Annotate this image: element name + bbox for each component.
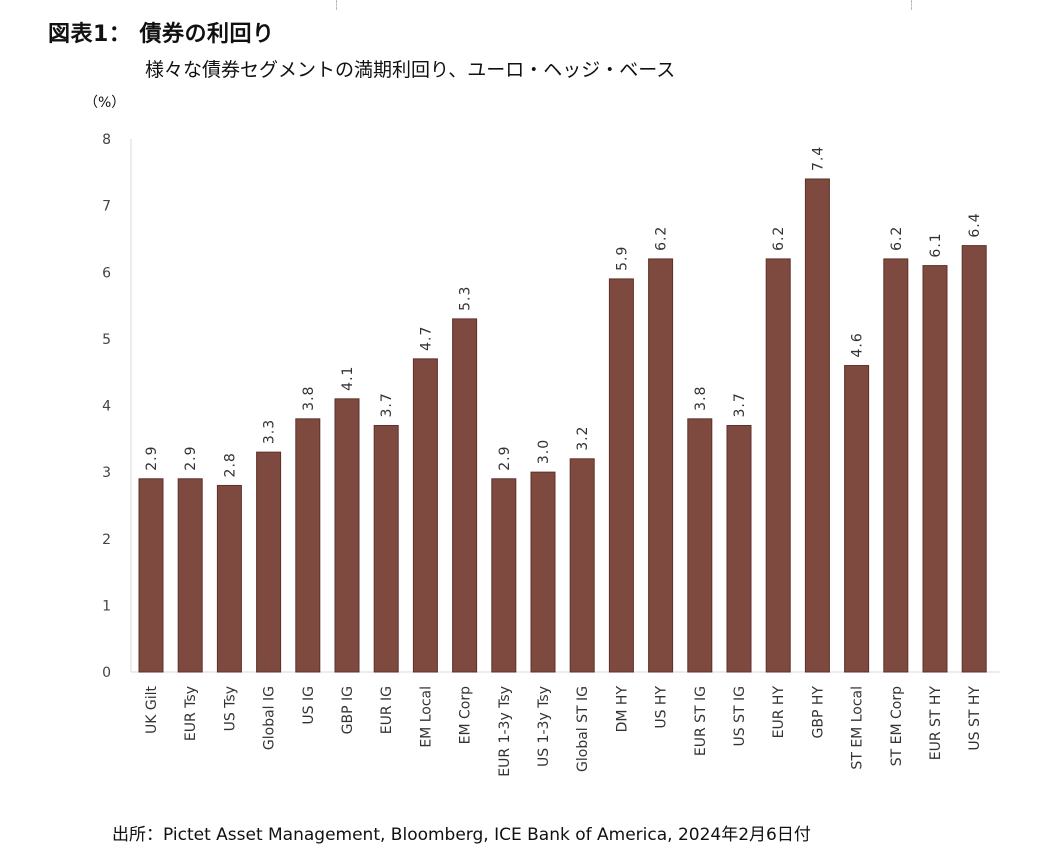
bar	[412, 358, 438, 673]
data-label: 6.4	[967, 212, 983, 237]
y-tick-label: 8	[102, 132, 111, 148]
x-tick-label: EUR IG	[379, 686, 395, 734]
y-tick-label: 6	[102, 265, 111, 281]
data-label: 2.8	[222, 452, 238, 477]
x-tick-label: Global ST IG	[575, 686, 591, 772]
x-tick-label: ST EM Corp	[889, 686, 905, 766]
y-tick-label: 2	[102, 532, 111, 548]
data-label: 2.9	[183, 446, 199, 471]
y-tick-label: 0	[102, 665, 111, 681]
y-tick-label: 3	[102, 465, 111, 481]
bar	[569, 458, 595, 673]
x-tick-label: EUR ST IG	[693, 686, 709, 756]
data-label: 5.9	[614, 246, 630, 271]
data-label: 6.1	[928, 232, 944, 257]
bar	[256, 451, 282, 673]
x-tick-label: EUR ST HY	[928, 686, 944, 761]
bar	[961, 245, 987, 673]
bar	[491, 478, 517, 673]
x-tick-label: US ST IG	[732, 686, 748, 746]
y-axis-unit-label: （%）	[84, 95, 126, 111]
figure-subtitle: 様々な債券セグメントの満期利回り、ユーロ・ヘッジ・ベース	[145, 59, 676, 81]
x-tick-label: EM Local	[418, 686, 434, 748]
x-tick-label: US HY	[654, 686, 670, 729]
bar	[373, 424, 399, 673]
bar	[138, 478, 164, 673]
x-tick-label: GBP HY	[810, 686, 826, 739]
data-label: 3.8	[693, 386, 709, 411]
data-label: 3.7	[732, 392, 748, 417]
data-label: 7.4	[810, 146, 826, 171]
bar	[216, 484, 242, 673]
x-tick-label: EUR Tsy	[183, 686, 199, 741]
x-tick-label: US 1-3y Tsy	[536, 686, 552, 767]
data-label: 3.0	[536, 439, 552, 464]
bar	[648, 258, 674, 673]
decorative-divider	[336, 0, 338, 10]
bar	[765, 258, 791, 673]
y-tick-label: 4	[102, 399, 111, 415]
data-label: 3.3	[262, 419, 278, 444]
x-tick-label: GBP IG	[340, 686, 356, 734]
x-tick-label: Global IG	[262, 686, 278, 750]
x-tick-label: EUR 1-3y Tsy	[497, 686, 513, 777]
data-label: 3.2	[575, 426, 591, 451]
data-label: 4.6	[850, 332, 866, 357]
bar	[883, 258, 909, 673]
x-tick-label: UK Gilt	[144, 685, 160, 734]
data-label: 3.7	[379, 392, 395, 417]
bar	[295, 418, 321, 673]
bar	[922, 265, 948, 673]
bar	[687, 418, 713, 673]
data-label: 3.8	[301, 386, 317, 411]
x-tick-label: EUR HY	[771, 686, 787, 739]
data-label: 6.2	[889, 226, 905, 251]
figure-title: 図表1： 債券の利回り	[48, 22, 275, 47]
y-tick-label: 5	[102, 332, 111, 348]
x-tick-label: US IG	[301, 686, 317, 725]
source-note: 出所：Pictet Asset Management, Bloomberg, I…	[112, 825, 811, 845]
bar	[608, 278, 634, 673]
x-tick-label: US ST HY	[967, 686, 983, 751]
bar	[452, 318, 478, 673]
x-tick-label: ST EM Local	[850, 686, 866, 770]
data-label: 4.1	[340, 366, 356, 391]
bar	[177, 478, 203, 673]
y-tick-label: 7	[102, 199, 111, 215]
x-tick-label: US Tsy	[222, 686, 238, 731]
data-label: 4.7	[418, 326, 434, 351]
bar	[804, 178, 830, 673]
data-label: 5.3	[458, 286, 474, 311]
data-label: 2.9	[497, 446, 513, 471]
bar	[726, 424, 752, 673]
data-label: 6.2	[771, 226, 787, 251]
x-tick-label: DM HY	[614, 686, 630, 733]
data-label: 6.2	[654, 226, 670, 251]
x-tick-label: EM Corp	[458, 686, 474, 744]
decorative-divider	[911, 0, 913, 10]
y-tick-label: 1	[102, 598, 111, 614]
data-label: 2.9	[144, 446, 160, 471]
bar	[844, 365, 870, 673]
bar	[334, 398, 360, 673]
bar	[530, 471, 556, 673]
